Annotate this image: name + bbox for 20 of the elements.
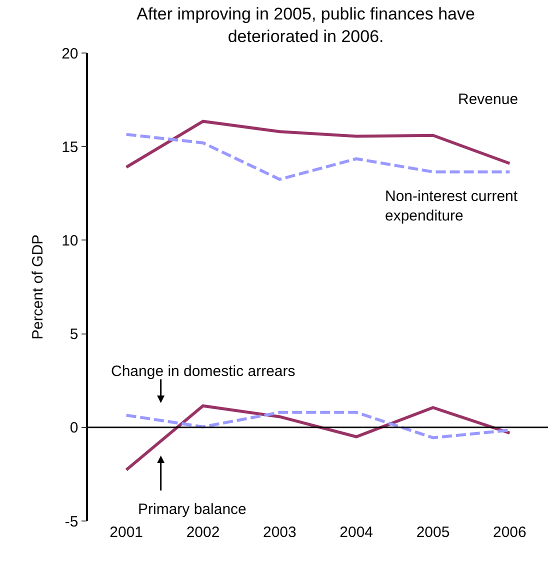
x-tick-label: 2004: [340, 524, 374, 541]
y-axis-title: Percent of GDP: [29, 234, 46, 340]
text: Revenue: [458, 91, 518, 108]
y-tick-label: 10: [62, 232, 78, 250]
x-tick-label: 2005: [416, 524, 450, 541]
chart-title: After improving in 2005, public finances have deteriorated in 2006.: [136, 4, 475, 46]
line-series: [124, 120, 512, 169]
text: Primary balance: [138, 501, 246, 518]
x-tick-label: 2003: [262, 524, 296, 541]
y-tick-label: -5: [64, 513, 78, 530]
line-series: [124, 132, 512, 181]
x-tick-label: 2002: [186, 524, 220, 541]
x-tick-label: 2001: [110, 524, 144, 541]
y-tick-label: 20: [62, 45, 78, 62]
x-tick-label: 2006: [492, 524, 526, 541]
y-tick-label: 0: [70, 420, 78, 437]
y-tick-label: 5: [70, 326, 78, 344]
series-label: Non-interest current expenditure: [385, 188, 518, 224]
text: Change in domestic arrears: [111, 363, 296, 380]
y-tick-label: 15: [62, 138, 78, 156]
